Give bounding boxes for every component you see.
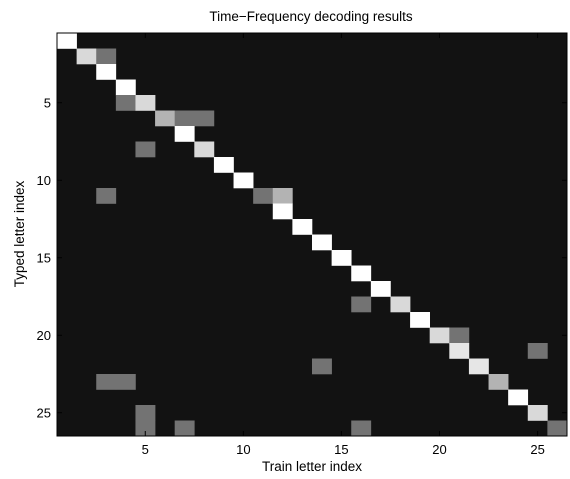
heatmap-cell bbox=[96, 188, 117, 204]
x-tick-label: 5 bbox=[142, 442, 149, 457]
y-tick-label: 15 bbox=[37, 250, 51, 265]
heatmap-cell bbox=[155, 110, 175, 127]
heatmap-cell bbox=[233, 172, 254, 189]
heatmap-cell bbox=[194, 141, 215, 158]
heatmap-cell bbox=[351, 265, 372, 282]
plot-frame bbox=[56, 32, 568, 437]
heatmap-cell bbox=[96, 374, 117, 390]
heatmap-cell bbox=[135, 420, 156, 437]
x-tick-label: 10 bbox=[236, 442, 250, 457]
chart-title: Time−Frequency decoding results bbox=[209, 9, 412, 24]
heatmap-cell bbox=[508, 389, 529, 406]
heatmap-cell bbox=[213, 157, 234, 173]
x-tick-label: 20 bbox=[432, 442, 446, 457]
heatmap-cell bbox=[351, 420, 372, 437]
y-tick-label: 5 bbox=[44, 95, 51, 110]
heatmap-cell bbox=[115, 79, 136, 96]
heatmap-cell bbox=[410, 312, 430, 328]
heatmap-cell bbox=[272, 203, 293, 220]
y-axis-label: Typed letter index bbox=[12, 180, 27, 287]
heatmap-cell bbox=[292, 219, 313, 235]
heatmap-cell bbox=[135, 95, 156, 111]
heatmap-cell bbox=[351, 296, 372, 313]
heatmap-cell bbox=[174, 126, 195, 142]
heatmap-cell bbox=[272, 188, 293, 204]
heatmap-cell bbox=[115, 95, 136, 111]
y-tick-label: 25 bbox=[37, 405, 51, 420]
heatmap-cell bbox=[312, 234, 332, 251]
heatmap-cell bbox=[468, 358, 489, 375]
heatmap-cell bbox=[135, 405, 156, 421]
heatmap-cell bbox=[527, 343, 548, 359]
x-axis-label: Train letter index bbox=[262, 459, 362, 474]
y-tick-label: 20 bbox=[37, 328, 51, 343]
heatmap-cell bbox=[96, 64, 117, 80]
heatmap-cell bbox=[115, 374, 136, 390]
heatmap-cell bbox=[527, 405, 548, 421]
heatmap-cell bbox=[174, 110, 195, 127]
y-tick-label: 10 bbox=[37, 173, 51, 188]
heatmap-cell bbox=[547, 420, 568, 437]
heatmap-cell bbox=[488, 374, 509, 390]
heatmap-cell bbox=[57, 33, 77, 49]
heatmap-cell bbox=[429, 327, 450, 344]
x-tick-label: 25 bbox=[530, 442, 544, 457]
heatmap-cell bbox=[312, 358, 332, 375]
heatmap-cell bbox=[174, 420, 195, 437]
heatmap-cell bbox=[135, 141, 156, 158]
heatmap-cell bbox=[194, 110, 215, 127]
heatmap-cells bbox=[57, 33, 568, 437]
axis-ticks: 5 10 15 20 25 5 10 15 20 25 bbox=[37, 33, 567, 457]
heatmap-cell bbox=[370, 281, 391, 297]
heatmap-cell bbox=[253, 188, 274, 204]
heatmap-cell bbox=[331, 250, 352, 266]
heatmap-cell bbox=[449, 327, 470, 344]
heatmap-cell bbox=[390, 296, 411, 313]
heatmap-cell bbox=[449, 343, 470, 359]
x-tick-label: 15 bbox=[334, 442, 348, 457]
heatmap-cell bbox=[76, 48, 97, 65]
heatmap-cell bbox=[96, 48, 117, 65]
